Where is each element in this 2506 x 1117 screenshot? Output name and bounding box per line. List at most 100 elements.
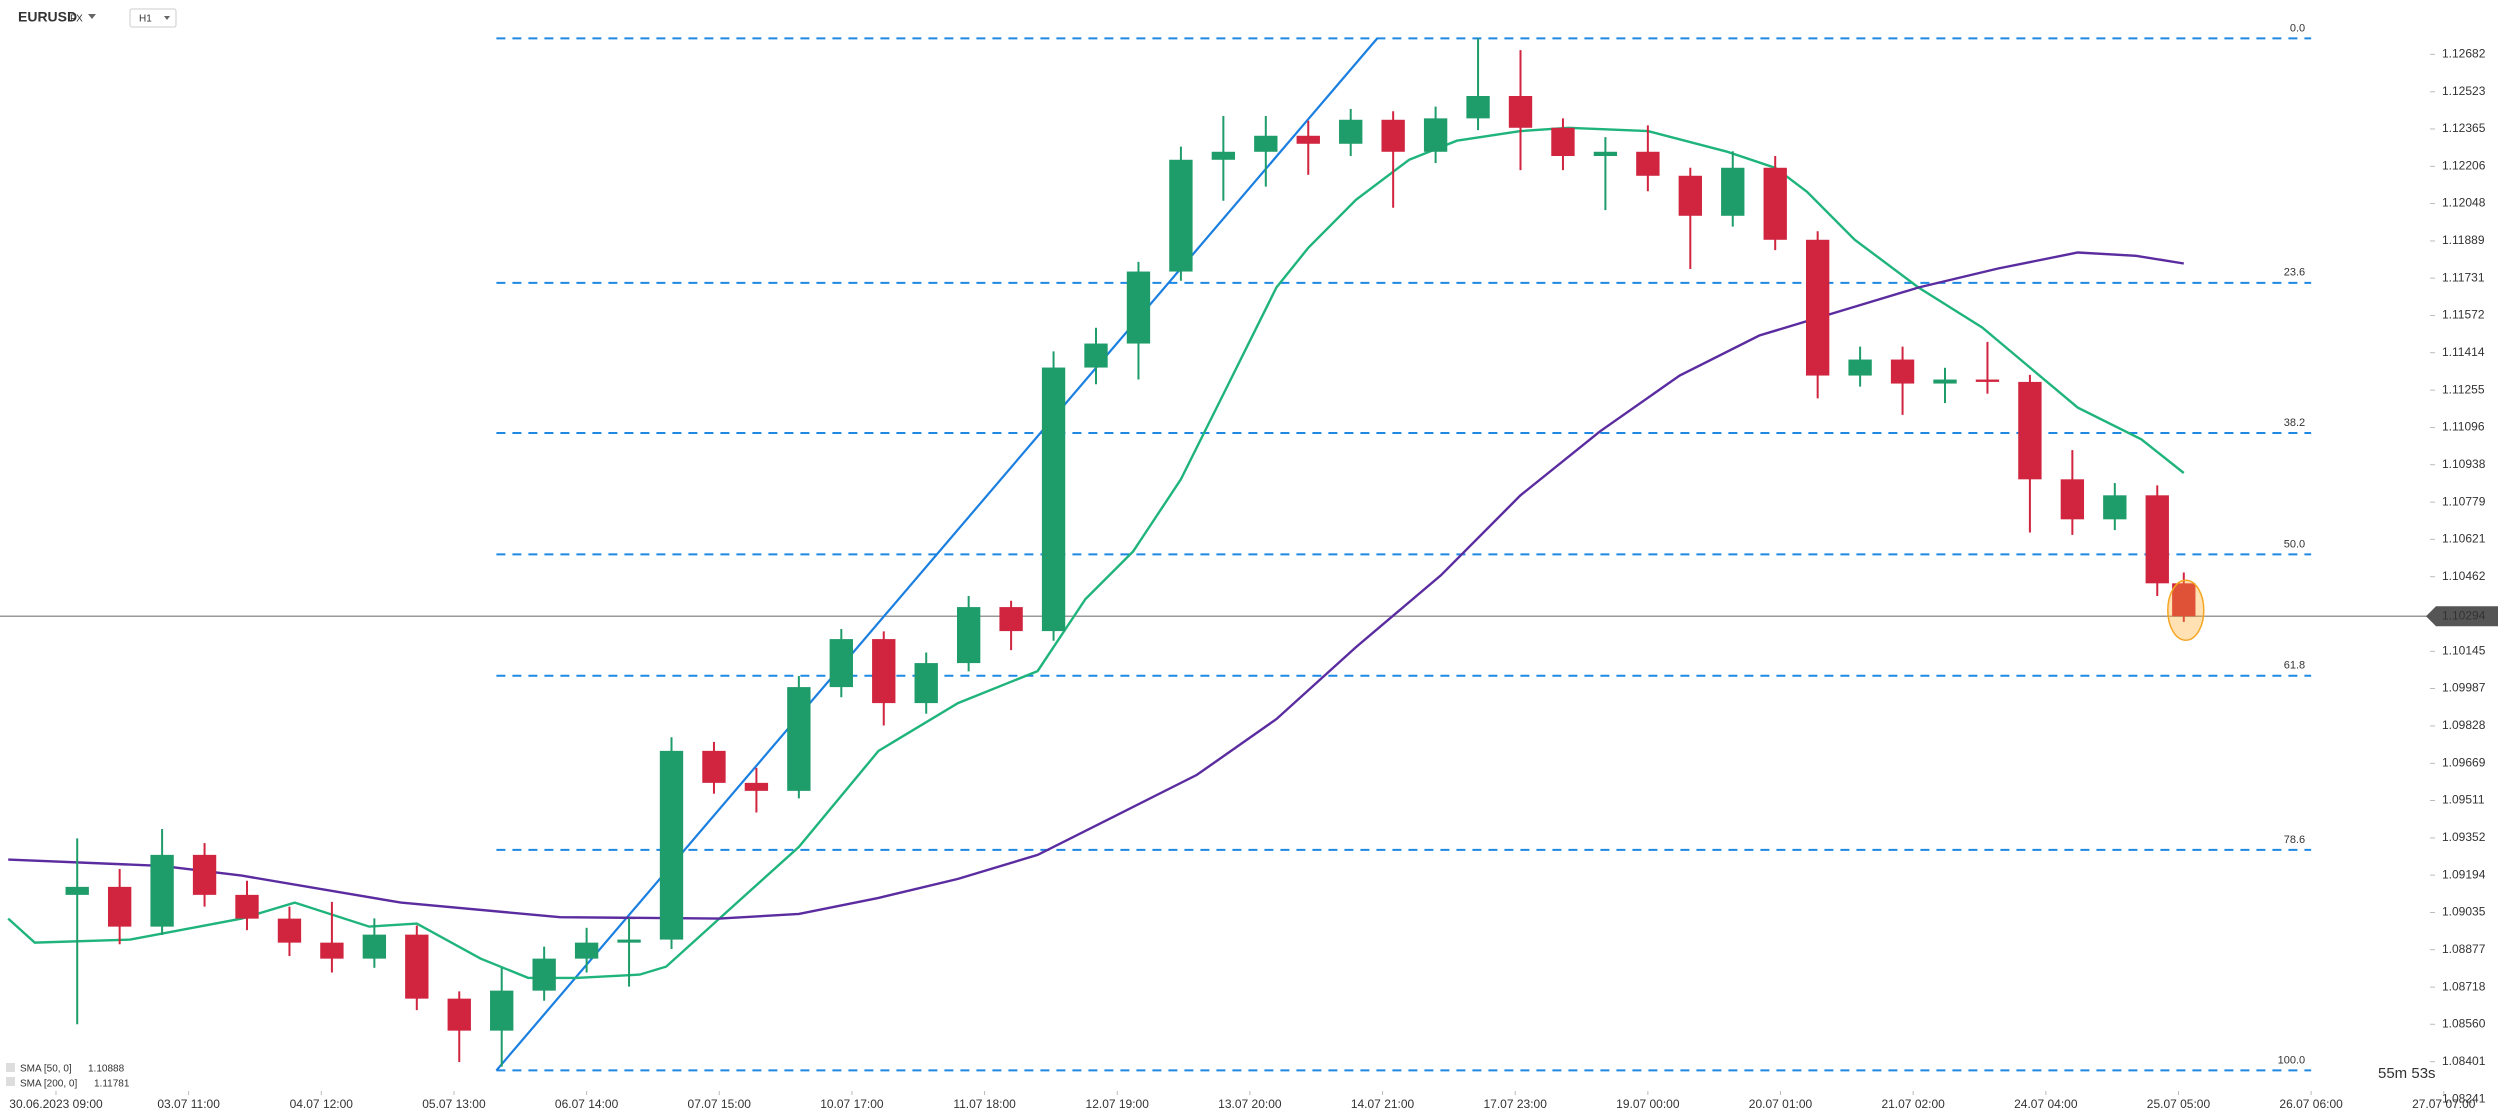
candle-body	[1126, 271, 1151, 344]
candle-body	[787, 687, 811, 791]
candle-body	[1551, 127, 1575, 157]
legend-name: SMA [50, 0]	[20, 1064, 72, 1075]
candle-body	[490, 990, 514, 1031]
candle-body	[872, 639, 896, 704]
legend-value: 1.11781	[94, 1079, 130, 1090]
x-tick-label: 17.07 23:00	[1483, 1097, 1547, 1111]
candle-body	[1211, 151, 1236, 160]
legend-name: SMA [200, 0]	[20, 1079, 77, 1090]
y-tick-label: 1.09035	[2442, 905, 2486, 919]
sma-line	[8, 251, 2184, 920]
candle-body	[2145, 495, 2169, 584]
y-tick-label: 1.12523	[2442, 84, 2486, 98]
y-tick-label: 1.09828	[2442, 718, 2486, 732]
y-tick-label: 1.11414	[2442, 345, 2485, 359]
candle-body	[1254, 135, 1278, 152]
candle-body	[1423, 118, 1448, 152]
x-tick-label: 27.07 07:00	[2412, 1097, 2476, 1111]
y-tick-label: 1.08877	[2442, 942, 2486, 956]
candle-body	[235, 894, 259, 919]
market: FX	[70, 14, 83, 25]
legend-icon[interactable]	[6, 1063, 15, 1072]
candle-body	[1339, 119, 1363, 144]
symbol[interactable]: EURUSD	[18, 9, 77, 25]
y-tick-label: 1.10145	[2442, 644, 2486, 658]
y-tick-label: 1.11572	[2442, 308, 2485, 322]
y-tick-label: 1.09511	[2442, 793, 2485, 807]
x-tick-label: 26.07 06:00	[2279, 1097, 2343, 1111]
candle-body	[362, 934, 387, 959]
x-tick-label: 14.07 21:00	[1351, 1097, 1415, 1111]
plot: 1.12682 1.12523 1.12365 1.12206 1.12048 1.118…	[0, 22, 2486, 1111]
candle-body	[659, 750, 684, 940]
candle-body	[1466, 96, 1490, 119]
y-tick-label: 1.11255	[2442, 382, 2485, 396]
x-tick-label: 21.07 02:00	[1881, 1097, 1945, 1111]
candle-body	[999, 607, 1023, 632]
y-tick-label: 1.10621	[2442, 531, 2486, 545]
y-tick-label: 1.10779	[2442, 494, 2486, 508]
x-tick-label: 10.07 17:00	[820, 1097, 884, 1111]
x-tick-label: 19.07 00:00	[1616, 1097, 1680, 1111]
y-tick-label: 1.08718	[2442, 979, 2486, 993]
candle-body	[192, 854, 217, 895]
sma-line	[7, 126, 2185, 980]
candle-body	[65, 886, 89, 895]
timer: 55m 53s	[2378, 1065, 2436, 1082]
candle-body	[1593, 151, 1618, 157]
candle-body	[1508, 96, 1533, 128]
candle-body	[617, 939, 641, 943]
candle-body	[1169, 159, 1193, 272]
candle-body	[277, 918, 302, 943]
candle-body	[1296, 135, 1320, 144]
x-tick-label: 04.07 12:00	[290, 1097, 354, 1111]
candle-body	[447, 998, 471, 1031]
candle-body	[702, 750, 726, 783]
y-tick-label: 1.09987	[2442, 681, 2486, 695]
candle-body	[574, 942, 599, 959]
candle-body	[829, 639, 853, 688]
y-tick-label: 1.10462	[2442, 569, 2486, 583]
x-tick-label: 25.07 05:00	[2147, 1097, 2211, 1111]
candle-body	[320, 942, 344, 959]
x-tick-label: 05.07 13:00	[422, 1097, 486, 1111]
candle-body	[1890, 359, 1915, 384]
x-tick-label: 12.07 19:00	[1086, 1097, 1150, 1111]
highlight	[2167, 579, 2205, 642]
fib-label: 61.8	[2284, 660, 2305, 672]
legend-value: 1.10888	[88, 1064, 125, 1075]
price-label-box	[2426, 606, 2498, 627]
interval-dropdown	[164, 16, 170, 20]
fib-label: 0.0	[2290, 22, 2305, 34]
interval-selector[interactable]	[129, 8, 177, 28]
fib-label: 23.6	[2284, 267, 2305, 279]
fib-label: 78.6	[2284, 834, 2305, 846]
trendline	[495, 37, 1379, 1072]
symbol-dropdown[interactable]	[88, 14, 96, 19]
candle-body	[1041, 367, 1066, 632]
y-tick-label: 1.10938	[2442, 457, 2486, 471]
fib-label: 50.0	[2284, 538, 2305, 550]
candle-body	[150, 854, 174, 927]
candle-body	[2060, 479, 2085, 520]
y-tick-label: 1.11889	[2442, 233, 2485, 247]
candle-body	[956, 607, 981, 664]
candle-body	[1975, 379, 2000, 382]
candle-body	[1678, 175, 1702, 216]
candle-body	[2103, 495, 2127, 520]
y-tick-label: 1.12048	[2442, 196, 2486, 210]
candle-body	[405, 934, 429, 999]
candle-body	[1763, 167, 1787, 240]
x-tick-label: 20.07 01:00	[1749, 1097, 1813, 1111]
y-tick-label: 1.08401	[2442, 1054, 2486, 1068]
y-tick-label: 1.12682	[2442, 47, 2486, 61]
y-tick-label: 1.09194	[2442, 867, 2486, 881]
candle-body	[2172, 583, 2196, 617]
legend-icon[interactable]	[6, 1077, 15, 1086]
candle-body	[1848, 359, 1872, 376]
candle-body	[1084, 343, 1108, 368]
x-tick-label: 03.07 11:00	[157, 1097, 220, 1111]
candle-body	[532, 958, 556, 991]
